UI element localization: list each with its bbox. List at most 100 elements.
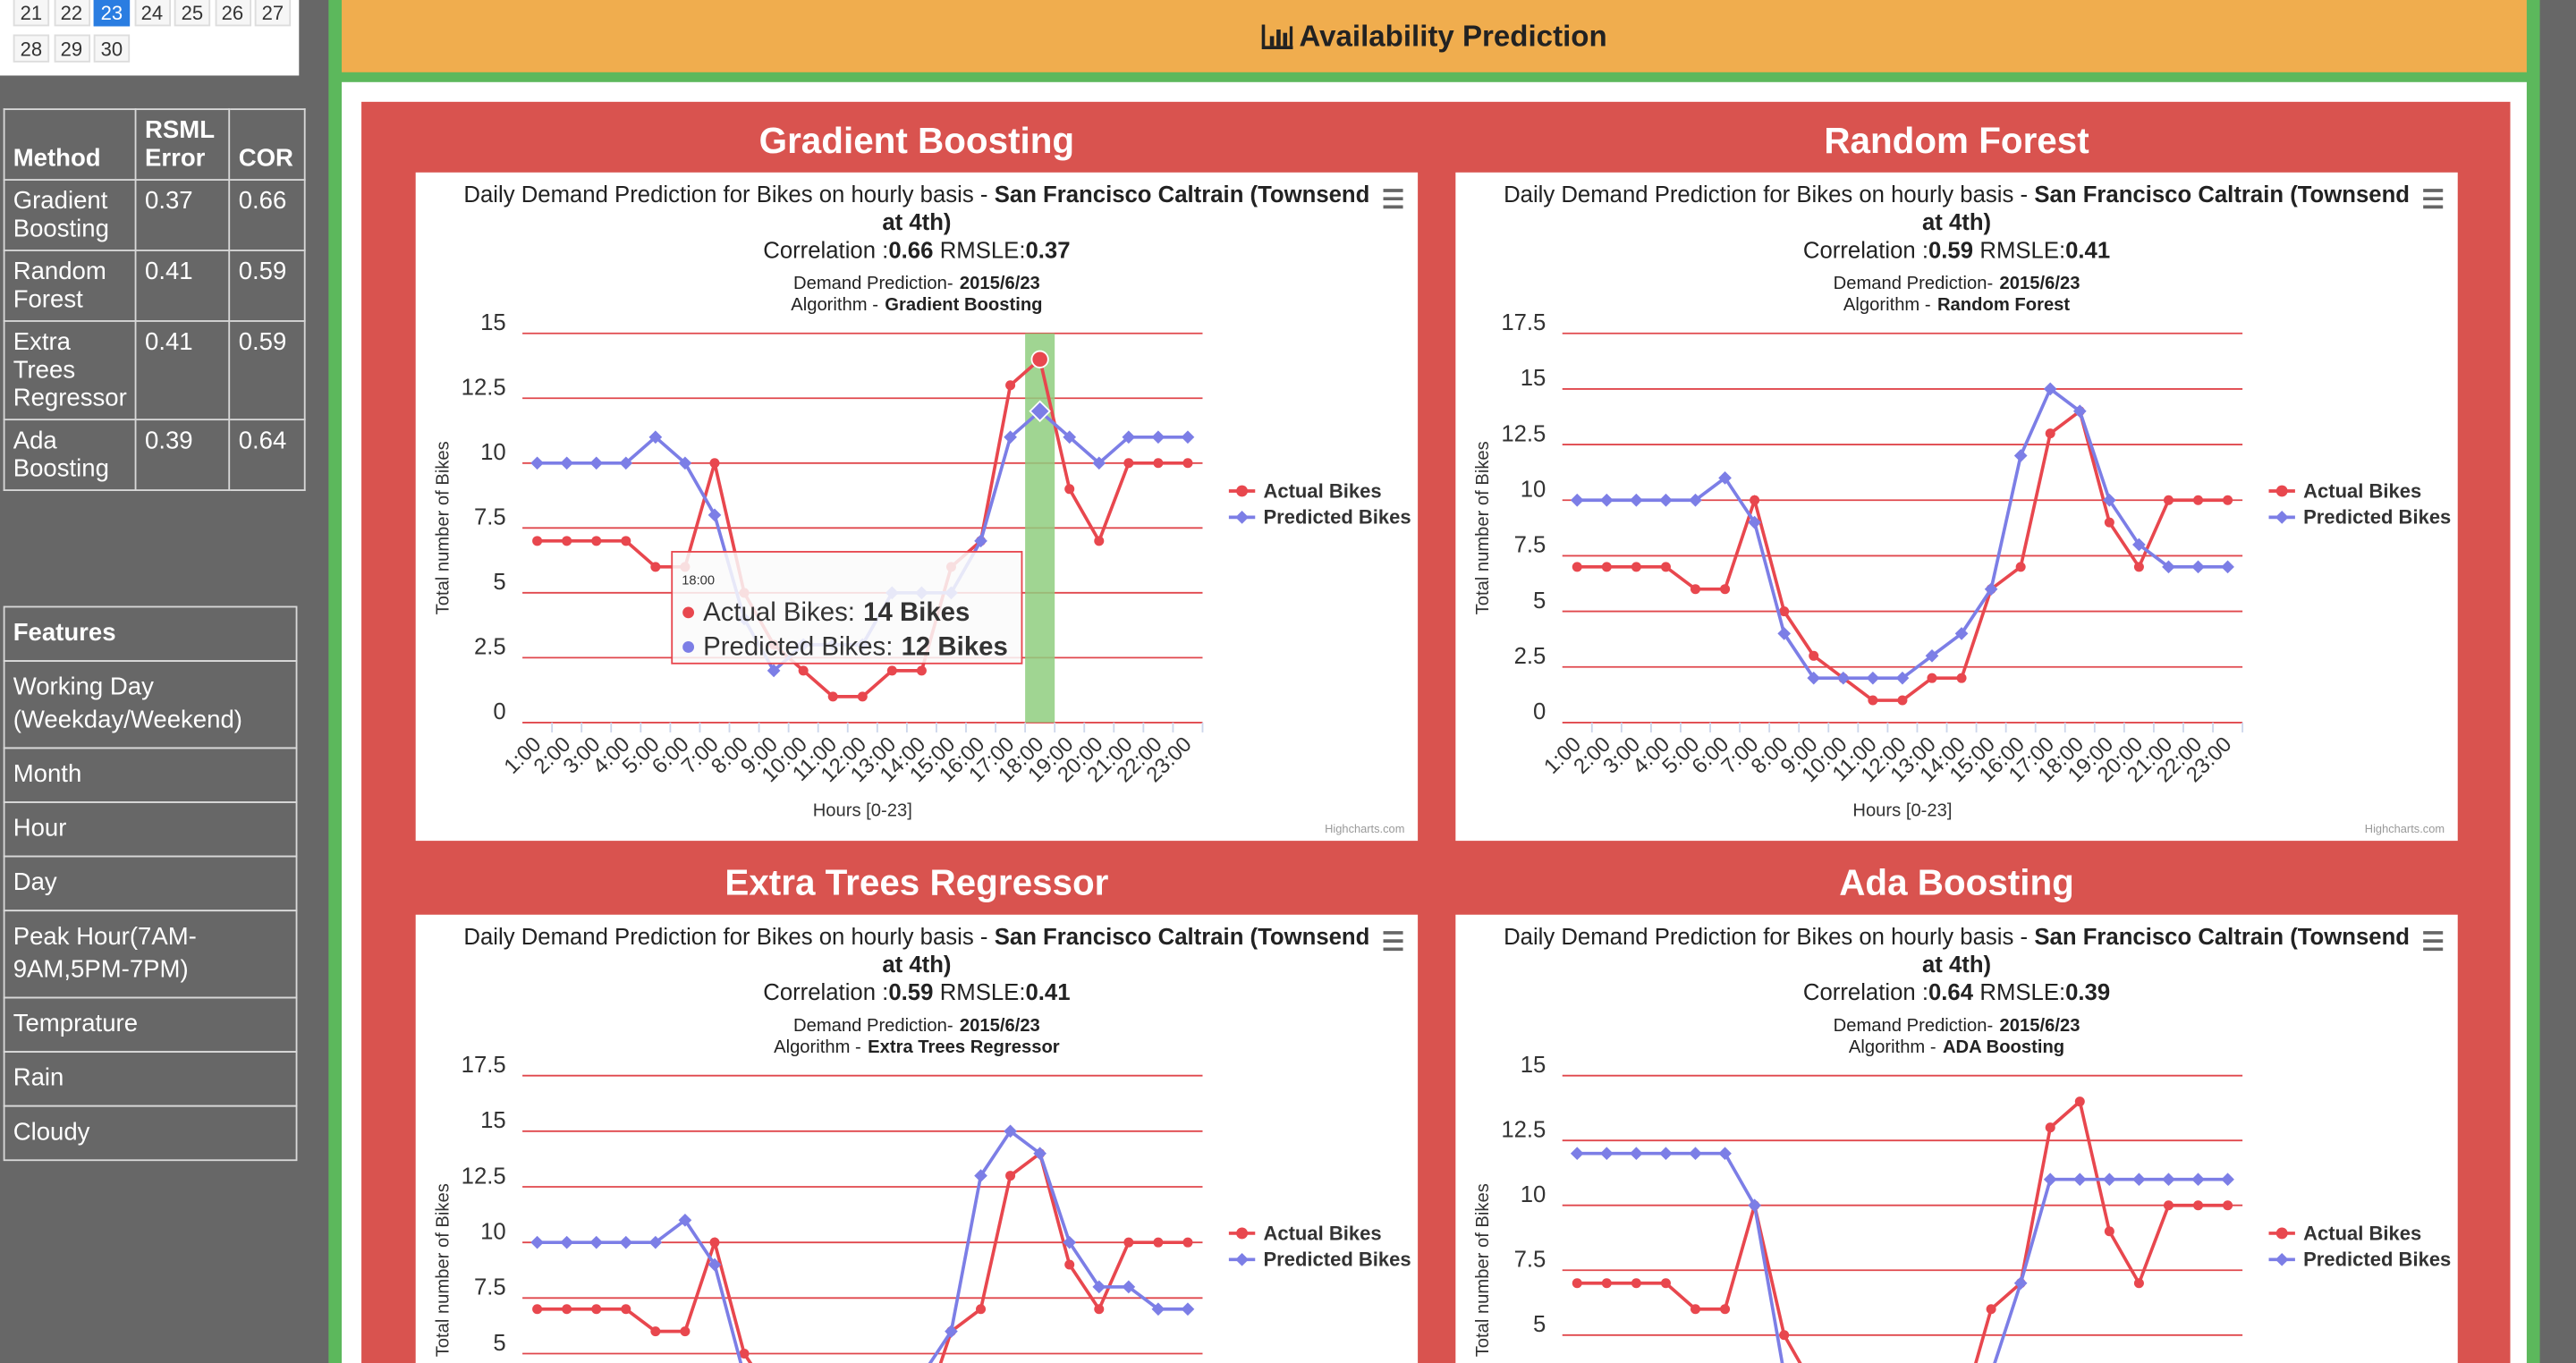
data-point[interactable] <box>1809 650 1819 661</box>
data-point[interactable] <box>739 1348 750 1359</box>
data-point[interactable] <box>1063 1235 1077 1249</box>
data-point[interactable] <box>1092 1280 1106 1294</box>
data-point[interactable] <box>1123 458 1134 469</box>
data-point[interactable] <box>1631 1278 1641 1289</box>
data-point[interactable] <box>2104 517 2114 528</box>
data-point[interactable] <box>1123 1237 1134 1248</box>
data-point[interactable] <box>1986 1304 1996 1315</box>
data-point[interactable] <box>1720 1304 1731 1315</box>
data-point[interactable] <box>2163 495 2174 505</box>
legend-label[interactable]: Actual Bikes <box>1263 479 1381 502</box>
data-point[interactable] <box>560 456 574 470</box>
legend-label[interactable]: Actual Bikes <box>2303 1222 2421 1244</box>
data-point[interactable] <box>1748 1198 1761 1213</box>
data-point[interactable] <box>1779 606 1790 617</box>
data-point[interactable] <box>1868 695 1878 706</box>
data-point[interactable] <box>1182 458 1193 469</box>
data-point[interactable] <box>1181 430 1195 444</box>
data-point[interactable] <box>1094 536 1105 546</box>
data-point[interactable] <box>1660 562 1671 572</box>
data-point[interactable] <box>708 508 722 522</box>
data-point[interactable] <box>1690 1304 1701 1315</box>
legend-label[interactable]: Predicted Bikes <box>2303 1249 2451 1271</box>
data-point[interactable] <box>532 536 543 546</box>
data-point[interactable] <box>1897 695 1908 706</box>
data-point[interactable] <box>886 665 897 676</box>
data-point[interactable] <box>1181 1302 1195 1316</box>
data-point[interactable] <box>621 536 631 546</box>
data-point[interactable] <box>1064 484 1075 495</box>
data-point[interactable] <box>589 456 604 470</box>
data-point[interactable] <box>1748 515 1761 529</box>
data-point[interactable] <box>619 1235 633 1249</box>
data-point[interactable] <box>1572 562 1582 572</box>
data-point[interactable] <box>2193 495 2204 505</box>
data-point[interactable] <box>2072 1173 2087 1187</box>
data-point[interactable] <box>827 691 838 702</box>
data-point[interactable] <box>1954 627 1969 640</box>
data-point[interactable] <box>2132 538 2146 552</box>
data-point[interactable] <box>2162 1173 2175 1187</box>
data-point[interactable] <box>1153 1237 1164 1248</box>
data-point[interactable] <box>2013 449 2028 462</box>
legend-label[interactable]: Predicted Bikes <box>1263 1249 1411 1271</box>
data-point[interactable] <box>650 562 661 572</box>
data-point[interactable] <box>2193 1200 2204 1211</box>
data-point[interactable] <box>1718 1147 1732 1161</box>
calendar-day[interactable]: 23 <box>93 0 131 27</box>
data-point[interactable] <box>1064 1259 1075 1270</box>
calendar-day[interactable]: 29 <box>53 34 90 63</box>
data-point[interactable] <box>1660 1278 1671 1289</box>
legend-label[interactable]: Predicted Bikes <box>2303 506 2451 529</box>
data-point[interactable] <box>562 1304 572 1315</box>
calendar-day[interactable]: 24 <box>133 0 171 27</box>
calendar-day[interactable]: 28 <box>13 34 50 63</box>
data-point[interactable] <box>1005 380 1016 391</box>
calendar-day[interactable]: 22 <box>53 0 90 27</box>
data-point[interactable] <box>2191 1173 2205 1187</box>
data-point[interactable] <box>2043 1173 2057 1187</box>
data-point[interactable] <box>1153 458 1164 469</box>
data-point[interactable] <box>1659 493 1673 507</box>
data-point[interactable] <box>1866 671 1880 685</box>
data-point[interactable] <box>678 456 692 470</box>
data-point[interactable] <box>1570 493 1584 507</box>
data-point[interactable] <box>1925 648 1939 663</box>
data-point[interactable] <box>1750 495 1760 505</box>
data-point[interactable] <box>2045 428 2055 439</box>
data-point[interactable] <box>1631 562 1641 572</box>
data-point[interactable] <box>1659 1147 1673 1161</box>
data-point[interactable] <box>621 1304 631 1315</box>
data-point[interactable] <box>1094 1304 1105 1315</box>
data-point[interactable] <box>2103 493 2116 507</box>
data-point[interactable] <box>1572 1278 1582 1289</box>
data-point[interactable] <box>1630 1147 1643 1161</box>
data-point[interactable] <box>1570 1147 1584 1161</box>
data-point[interactable] <box>1836 671 1851 685</box>
calendar-day[interactable]: 30 <box>93 34 131 63</box>
data-point[interactable] <box>1182 1237 1193 1248</box>
data-point[interactable] <box>2132 1173 2146 1187</box>
data-point[interactable] <box>1984 582 1998 597</box>
data-point[interactable] <box>1777 627 1792 640</box>
data-point[interactable] <box>1720 584 1731 595</box>
data-point[interactable] <box>709 458 720 469</box>
data-point[interactable] <box>560 1235 574 1249</box>
data-point[interactable] <box>1599 1147 1614 1161</box>
data-point[interactable] <box>589 1235 604 1249</box>
data-point[interactable] <box>591 536 602 546</box>
data-point[interactable] <box>2133 1278 2144 1289</box>
data-point[interactable] <box>2221 1173 2234 1187</box>
data-point[interactable] <box>709 1237 720 1248</box>
data-point[interactable] <box>680 1326 691 1337</box>
data-point[interactable] <box>2133 562 2144 572</box>
data-point[interactable] <box>2223 1200 2233 1211</box>
data-point[interactable] <box>650 1326 661 1337</box>
data-point[interactable] <box>2163 1200 2174 1211</box>
data-point[interactable] <box>1956 673 1967 683</box>
legend-label[interactable]: Predicted Bikes <box>1263 506 1411 529</box>
data-point[interactable] <box>2074 1096 2085 1107</box>
data-point[interactable] <box>2045 1122 2055 1133</box>
data-point[interactable] <box>1599 493 1614 507</box>
credits[interactable]: Highcharts.com <box>1325 822 1404 835</box>
